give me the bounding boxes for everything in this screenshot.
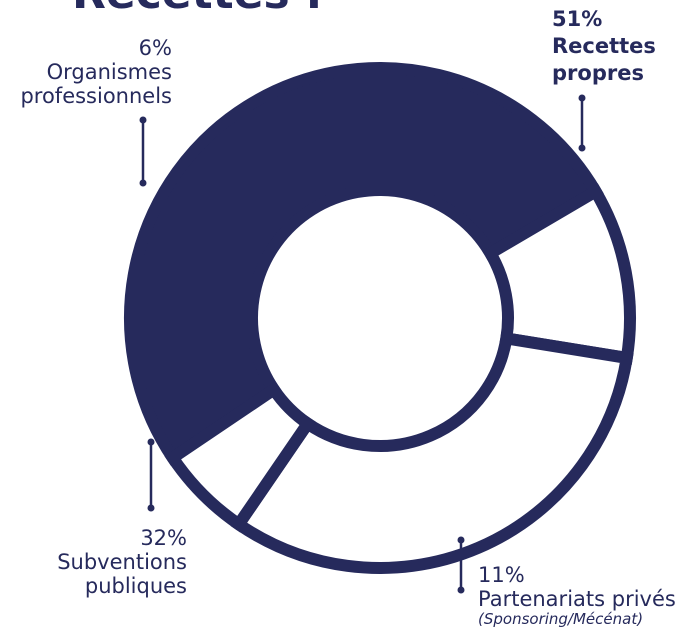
label-partenariats-value: 11% [478, 563, 525, 587]
donut-slices [124, 62, 636, 574]
label-subventions-line2: publiques [85, 574, 187, 598]
label-recettes-propres-value: 51% [552, 7, 602, 31]
label-subventions-value: 32% [140, 526, 187, 550]
leader-partenariats-dot-2 [457, 586, 465, 594]
label-partenariats-line1: Partenariats privés [478, 587, 676, 611]
leader-subventions-dot-1 [147, 438, 155, 446]
leader-partenariats-dot-1 [457, 536, 465, 544]
leader-organismes-dot-1 [139, 116, 147, 124]
leader-recettes-propres-dot-2 [578, 144, 586, 152]
label-partenariats-note: (Sponsoring/Mécénat) [478, 610, 643, 628]
leader-lines [139, 94, 586, 594]
label-subventions: 32% Subventions publiques [57, 526, 187, 598]
label-organismes-value: 6% [139, 36, 172, 60]
label-recettes-propres: 51% Recettes propres [552, 7, 656, 85]
leader-subventions-dot-2 [147, 504, 155, 512]
leader-organismes-dot-2 [139, 179, 147, 187]
donut-slice-organismes-professionnels [164, 381, 317, 533]
label-organismes-line2: professionnels [20, 84, 172, 108]
label-recettes-propres-line1: Recettes [552, 34, 656, 58]
label-partenariats: 11% Partenariats privés (Sponsoring/Mécé… [478, 563, 676, 628]
label-subventions-line1: Subventions [57, 550, 187, 574]
label-recettes-propres-line2: propres [552, 61, 644, 85]
donut-slice-subventions-publiques [230, 331, 634, 574]
leader-recettes-propres-dot-1 [578, 94, 586, 102]
label-organismes-line1: Organismes [47, 60, 172, 84]
donut-slice-recettes-propres [124, 62, 604, 467]
label-organismes: 6% Organismes professionnels [20, 36, 172, 108]
chart-title: Recettes : [72, 0, 323, 19]
